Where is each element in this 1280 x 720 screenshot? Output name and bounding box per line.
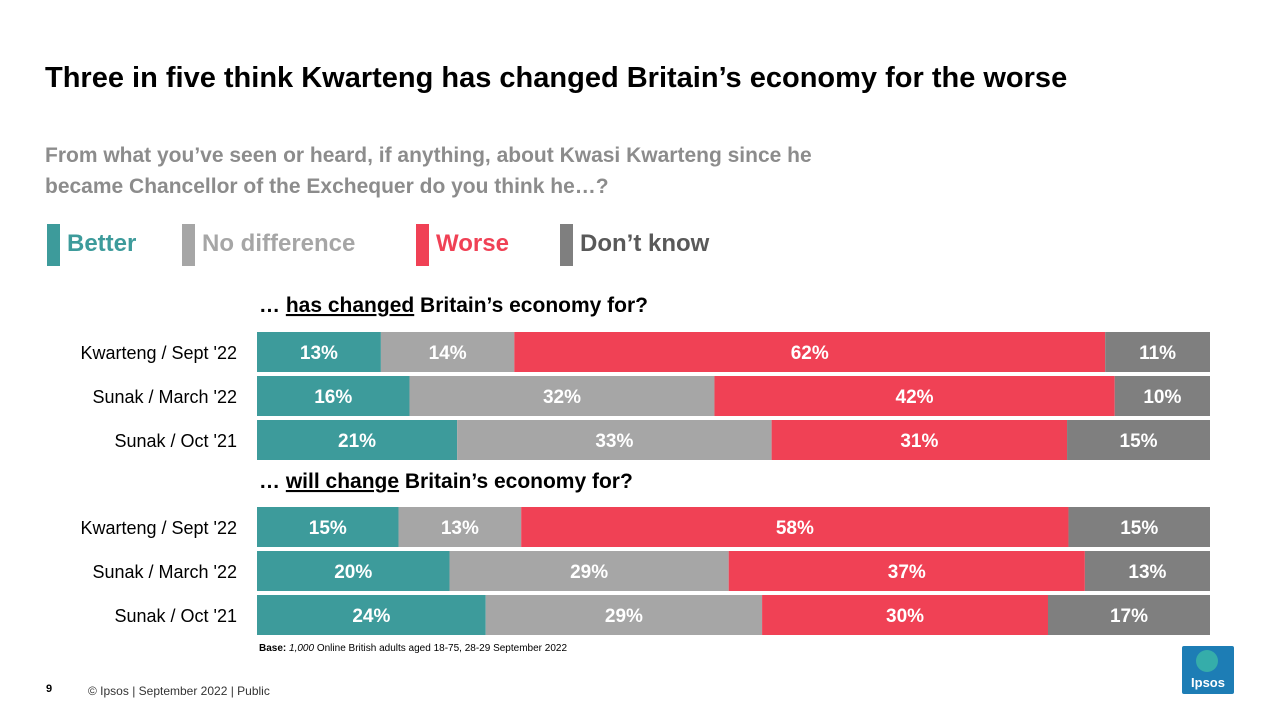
bar-segment <box>457 420 772 460</box>
bar-segment <box>485 595 763 635</box>
data-label: 11% <box>1139 343 1176 364</box>
row-label: Sunak / Oct '21 <box>114 431 237 451</box>
bar-segment <box>449 551 729 591</box>
page-number: 9 <box>46 683 53 695</box>
legend-swatch-worse <box>416 224 429 266</box>
data-label: 33% <box>595 431 633 452</box>
bar-segment <box>714 376 1115 416</box>
bar-segment <box>409 376 715 416</box>
question-subtitle: From what you’ve seen or heard, if anyth… <box>45 144 812 198</box>
data-label: 62% <box>791 343 829 364</box>
bar-segment <box>514 332 1106 372</box>
bar-segment <box>398 507 522 547</box>
ipsos-logo: Ipsos <box>1182 646 1234 694</box>
legend-label-no-difference: No difference <box>202 230 356 257</box>
group-heading: … will change Britain’s economy for? <box>259 470 633 493</box>
group-heading-underlined: will change <box>285 470 399 493</box>
data-label: 29% <box>605 606 643 627</box>
legend-swatch-no-difference <box>182 224 195 266</box>
bar-segment <box>257 332 381 372</box>
data-label: 15% <box>1120 431 1158 452</box>
data-label: 15% <box>1120 518 1158 539</box>
data-label: 58% <box>776 518 814 539</box>
data-label: 32% <box>543 387 581 408</box>
data-label: 10% <box>1143 387 1181 408</box>
bar-segment <box>1084 551 1210 591</box>
bar-segment <box>728 551 1085 591</box>
base-count: 1,000 <box>289 643 315 654</box>
bar-segment <box>257 507 399 547</box>
row-label: Kwarteng / Sept '22 <box>80 518 237 538</box>
bar-segment <box>257 595 486 635</box>
bar-segment <box>257 551 450 591</box>
data-label: 17% <box>1110 606 1148 627</box>
bar-segment <box>1067 420 1210 460</box>
legend-label-worse: Worse <box>436 230 509 257</box>
bar-segment <box>257 376 410 416</box>
group-heading: … has changed Britain’s economy for? <box>259 294 648 317</box>
logo-mark-icon <box>1196 650 1218 672</box>
group-heading-suffix: Britain’s economy for? <box>414 294 648 317</box>
row-label: Sunak / March '22 <box>92 387 237 407</box>
row-label: Kwarteng / Sept '22 <box>80 343 237 363</box>
footer-text: © Ipsos | September 2022 | Public <box>88 684 270 698</box>
bar-segment <box>771 420 1068 460</box>
legend-label-better: Better <box>67 230 137 257</box>
group-heading-prefix: … <box>259 470 286 493</box>
data-label: 42% <box>896 387 934 408</box>
legend-swatch-better <box>47 224 60 266</box>
bar-segment <box>380 332 515 372</box>
bar-segment <box>1047 595 1210 635</box>
base-label: Base: <box>259 643 287 654</box>
bar-segment <box>257 420 458 460</box>
bar-segment <box>762 595 1048 635</box>
bar-segment <box>1068 507 1210 547</box>
data-label: 14% <box>429 343 467 364</box>
data-label: 13% <box>441 518 479 539</box>
legend-label-dont-know: Don’t know <box>580 230 710 257</box>
page-title: Three in five think Kwarteng has changed… <box>45 62 1068 94</box>
bar-segment <box>1114 376 1210 416</box>
row-label: Sunak / Oct '21 <box>114 606 237 626</box>
data-label: 37% <box>888 562 926 583</box>
data-label: 13% <box>1128 562 1166 583</box>
group-heading-prefix: … <box>259 294 286 317</box>
bar-segment <box>1105 332 1210 372</box>
data-label: 29% <box>570 562 608 583</box>
data-label: 15% <box>309 518 347 539</box>
bar-segment <box>521 507 1069 547</box>
base-text: Online British adults aged 18-75, 28-29 … <box>316 643 568 654</box>
base-note: Base: 1,000 Online British adults aged 1… <box>259 643 567 654</box>
row-label: Sunak / March '22 <box>92 562 237 582</box>
data-label: 30% <box>886 606 924 627</box>
data-label: 13% <box>300 343 338 364</box>
data-label: 24% <box>352 606 390 627</box>
data-label: 31% <box>900 431 938 452</box>
data-label: 16% <box>314 387 352 408</box>
data-label: 20% <box>334 562 372 583</box>
data-label: 21% <box>338 431 376 452</box>
group-heading-underlined: has changed <box>286 294 414 317</box>
legend-swatch-dont-know <box>560 224 573 266</box>
group-heading-suffix: Britain’s economy for? <box>399 470 633 493</box>
logo-text: Ipsos <box>1191 675 1225 690</box>
